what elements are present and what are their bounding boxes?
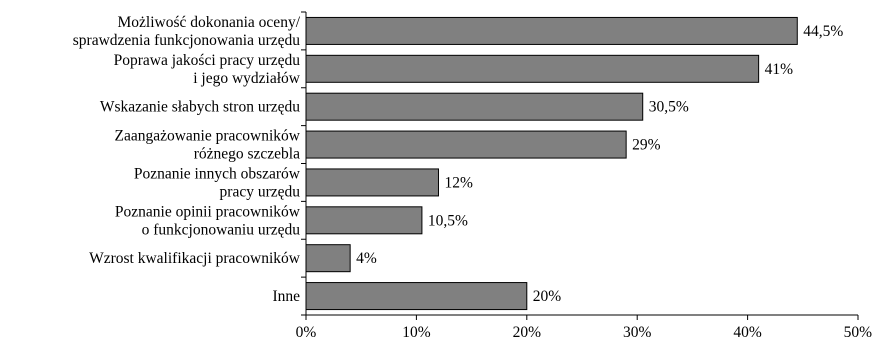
bar-1 — [305, 16, 798, 45]
x-axis-ticks: 0% 10% 20% 30% 40% 50% — [296, 315, 872, 340]
category-label-1: Możliwość dokonania oceny/sprawdzenia fu… — [73, 14, 301, 49]
axes — [301, 11, 858, 316]
value-label-1: 44,5% — [803, 23, 843, 40]
value-label-8: 20% — [533, 288, 562, 305]
category-label-2: Poprawa jakości pracy urzędu i jego wydzi… — [114, 52, 301, 87]
category-label-6: Poznanie opinii pracowników o funkcjonowa… — [115, 203, 301, 238]
bar-4 — [305, 130, 627, 159]
x-tick-label-4: 40% — [733, 324, 762, 340]
value-label-5: 12% — [444, 174, 473, 191]
value-label-6: 10,5% — [428, 212, 468, 229]
category-label-4: Zaangażowanie pracowników różnego szczebl… — [115, 128, 301, 163]
bars-group — [305, 16, 798, 311]
bar-3 — [305, 92, 644, 121]
value-label-4: 29% — [632, 137, 661, 154]
x-tick-label-3: 30% — [623, 324, 652, 340]
bar-2 — [305, 54, 760, 83]
x-tick-label-0: 0% — [296, 324, 317, 340]
bar-5 — [305, 168, 439, 197]
bar-8 — [305, 282, 528, 311]
category-label-5: Poznanie innych obszarów pracy urzędu — [134, 165, 301, 200]
value-label-7: 4% — [356, 250, 377, 267]
x-tick-label-5: 50% — [844, 324, 873, 340]
bar-6 — [305, 206, 423, 235]
value-label-2: 41% — [765, 61, 794, 78]
category-label-7: Wzrost kwalifikacji pracowników — [89, 250, 301, 267]
category-label-3: Wskazanie słabych stron urzędu — [100, 99, 300, 116]
bar-7 — [305, 244, 351, 273]
value-labels: 44,5% 41% 30,5% 29% 12% 10,5% 4% 20% — [356, 23, 843, 305]
x-tick-label-1: 10% — [402, 324, 431, 340]
x-tick-label-2: 20% — [513, 324, 542, 340]
category-labels: Możliwość dokonania oceny/sprawdzenia fu… — [73, 14, 301, 305]
category-label-8: Inne — [272, 288, 300, 305]
value-label-3: 30,5% — [649, 99, 689, 116]
